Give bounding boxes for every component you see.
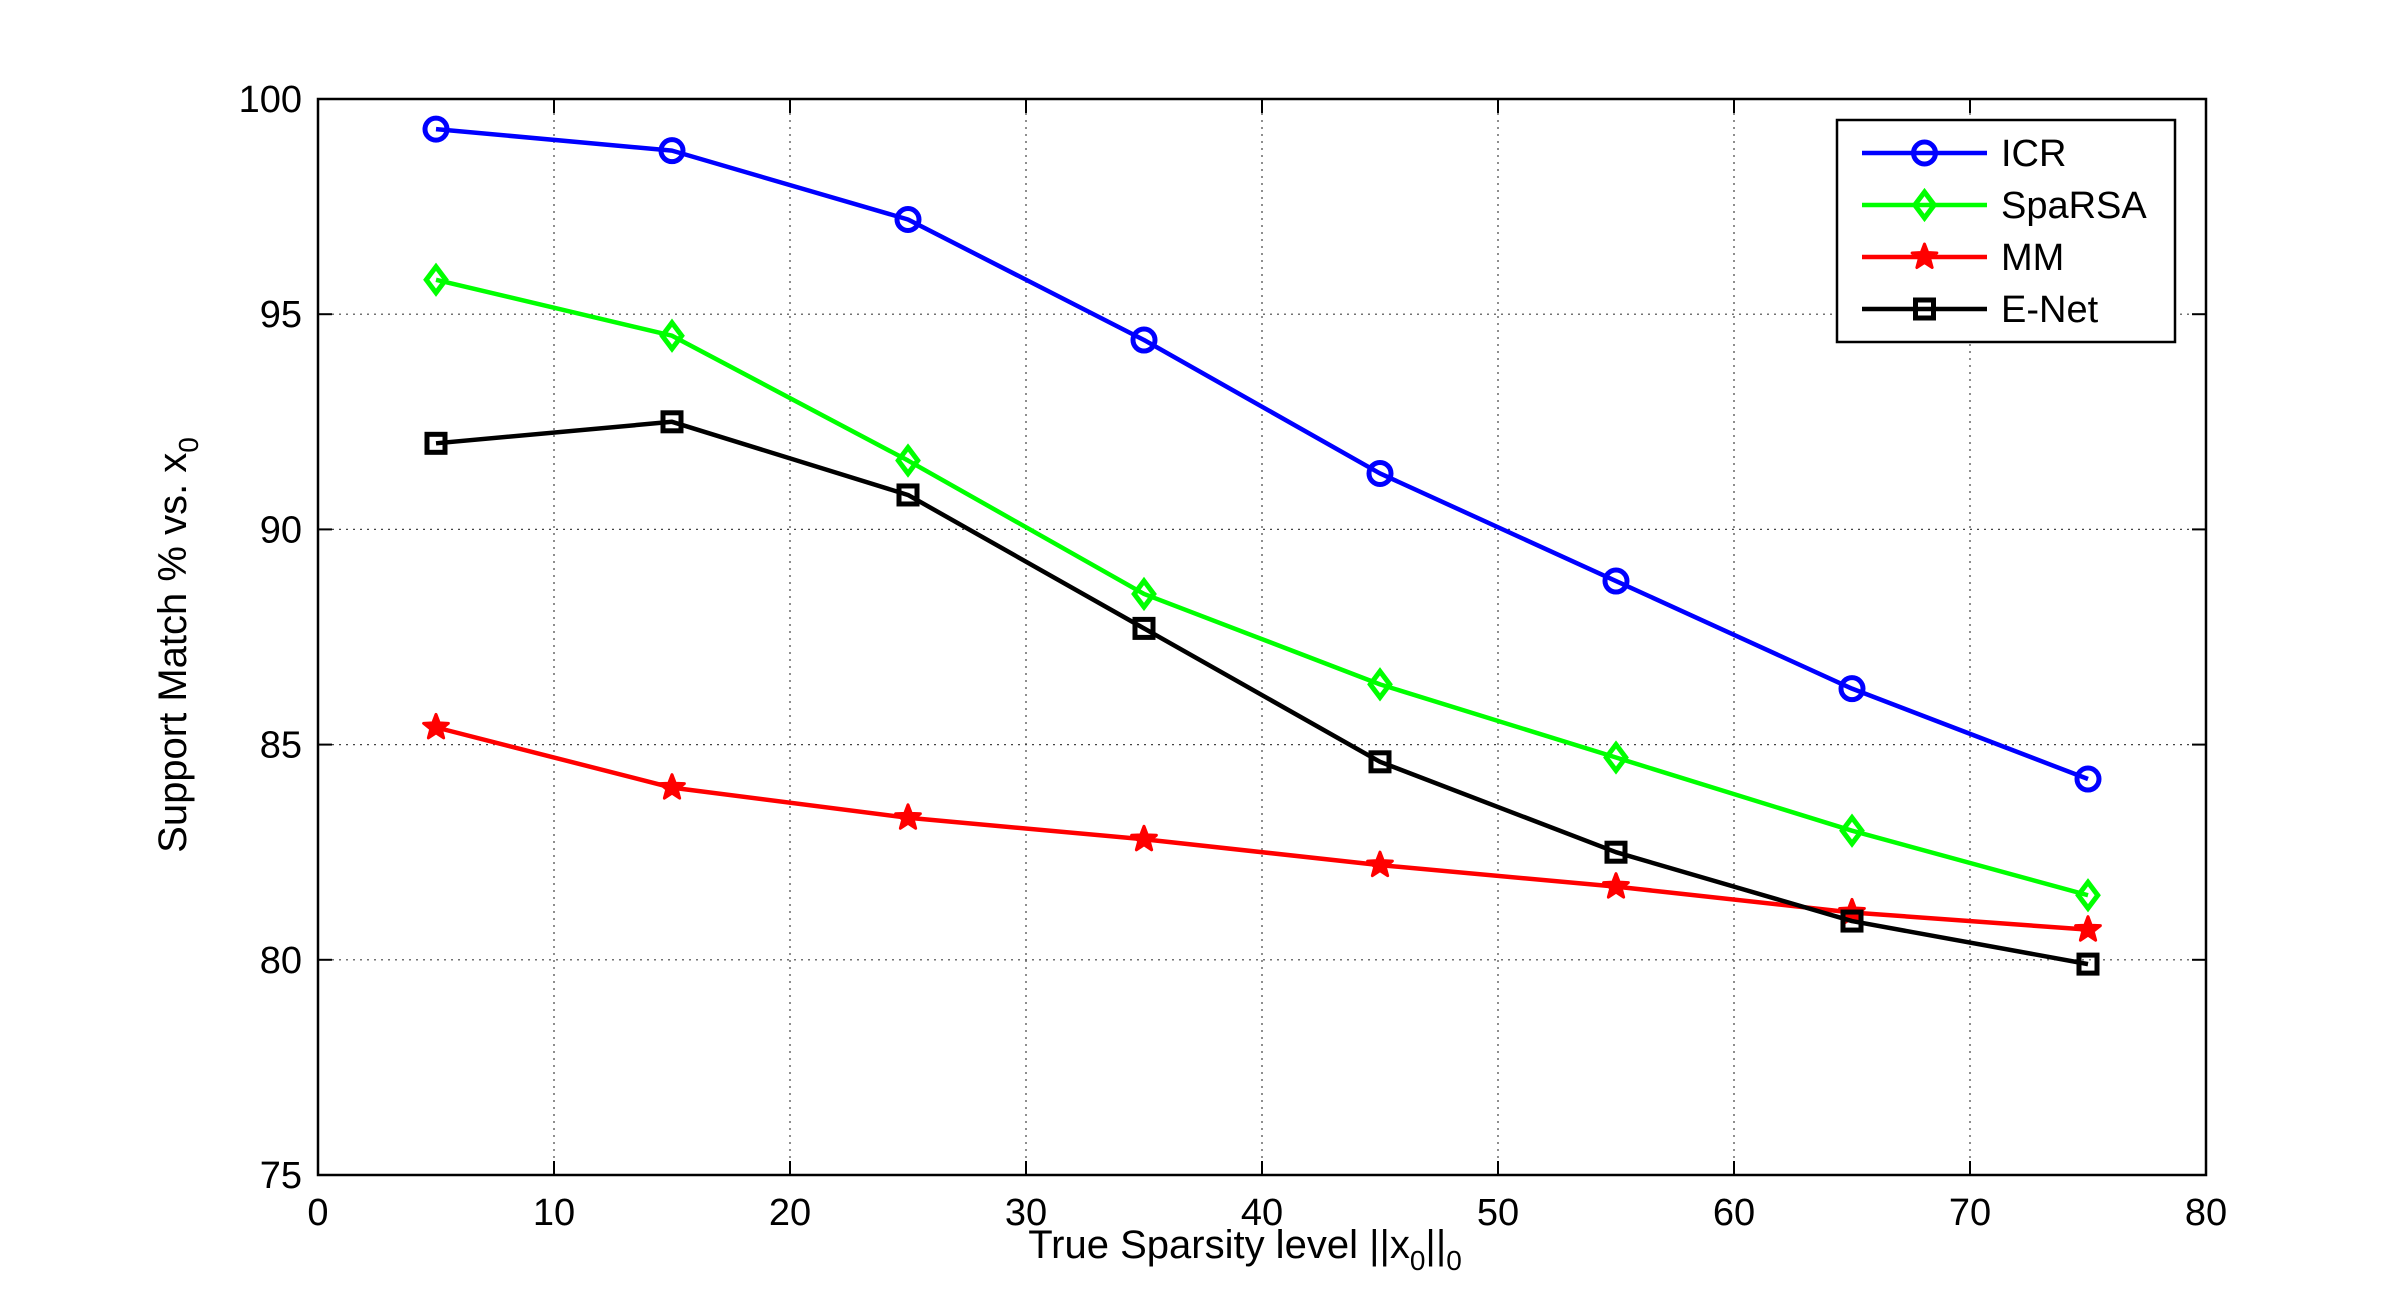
x-tick-label: 0 — [307, 1192, 328, 1234]
x-tick-label: 50 — [1477, 1192, 1519, 1234]
legend-label-sparsa: SpaRSA — [2001, 185, 2147, 227]
y-tick-label: 80 — [260, 940, 302, 982]
data-point-icr — [1602, 567, 1630, 595]
data-point-sparsa — [1367, 667, 1393, 702]
legend-item-sparsa: SpaRSA — [1862, 185, 2147, 227]
y-tick-label: 100 — [239, 79, 302, 121]
data-point-mm — [658, 773, 686, 800]
legend-marker-sparsa — [1911, 187, 1938, 223]
legend: ICR SpaRSA MM E-Net — [1835, 118, 2177, 344]
x-tick-label: 70 — [1949, 1192, 1991, 1234]
legend-item-mm: MM — [1862, 237, 2064, 279]
legend-marker-mm — [1910, 242, 1939, 270]
data-point-mm — [1130, 824, 1158, 852]
y-tick-label: 95 — [260, 294, 302, 336]
data-point-icr — [658, 137, 686, 165]
data-point-icr — [894, 206, 922, 234]
data-point-mm — [2074, 915, 2102, 942]
data-point-e-net — [896, 483, 920, 507]
legend-item-icr: ICR — [1862, 133, 2066, 175]
x-axis-title-sub2: 0 — [1446, 1245, 1462, 1276]
data-point-icr — [2074, 765, 2102, 793]
grid-lines — [318, 99, 2206, 1175]
legend-item-e-net: E-Net — [1862, 289, 2099, 331]
data-point-mm — [1366, 850, 1394, 878]
data-point-e-net — [2076, 952, 2100, 976]
series-sparsa — [423, 262, 2101, 913]
x-tick-label: 80 — [2185, 1192, 2227, 1234]
data-point-mm — [894, 803, 922, 830]
legend-label-icr: ICR — [2001, 133, 2066, 175]
data-point-sparsa — [423, 262, 449, 297]
x-axis-title-sub1: 0 — [1410, 1245, 1426, 1276]
x-axis-ticks: 0 10 20 30 40 50 60 70 80 — [307, 99, 2227, 1234]
data-point-sparsa — [1839, 813, 1865, 848]
data-point-e-net — [1368, 750, 1392, 774]
legend-label-e-net: E-Net — [2001, 289, 2099, 331]
legend-label-mm: MM — [2001, 237, 2064, 279]
series-icr — [422, 115, 2102, 793]
x-tick-label: 60 — [1713, 1192, 1755, 1234]
data-point-e-net — [1132, 616, 1156, 640]
y-axis-title-prefix: Support Match % vs. x — [151, 453, 195, 853]
series-e-net — [424, 410, 2100, 976]
x-tick-label: 10 — [533, 1192, 575, 1234]
legend-marker-e-net — [1913, 297, 1936, 321]
data-point-e-net — [1604, 840, 1628, 864]
data-point-e-net — [424, 431, 448, 455]
data-point-e-net — [660, 410, 684, 434]
y-tick-label: 85 — [260, 725, 302, 767]
y-tick-label: 90 — [260, 509, 302, 551]
x-tick-label: 30 — [1005, 1192, 1047, 1234]
x-tick-label: 20 — [769, 1192, 811, 1234]
legend-marker-icr — [1911, 139, 1938, 167]
series-group — [422, 115, 2102, 976]
x-axis-title-middle: || — [1425, 1223, 1446, 1267]
series-line-e-net — [435, 419, 2089, 967]
data-point-e-net — [1840, 909, 1864, 933]
data-point-mm — [422, 712, 450, 740]
x-tick-label: 40 — [1241, 1192, 1283, 1234]
y-axis-title: Support Match % vs. x0 — [151, 437, 204, 853]
data-point-mm — [1602, 872, 1630, 899]
data-point-sparsa — [659, 318, 685, 353]
y-axis-ticks: 75 80 85 90 95 100 — [239, 79, 2206, 1197]
data-point-icr — [422, 115, 450, 143]
series-line-sparsa — [435, 277, 2089, 898]
data-point-icr — [1366, 459, 1394, 487]
data-point-sparsa — [895, 443, 921, 478]
data-point-sparsa — [1603, 740, 1629, 775]
y-axis-title-sub: 0 — [173, 437, 204, 453]
x-axis-title-prefix: True Sparsity level ||x — [1028, 1223, 1410, 1267]
legend-box — [1835, 118, 2177, 344]
data-point-sparsa — [2075, 878, 2101, 913]
series-line-icr — [435, 126, 2089, 782]
data-point-icr — [1838, 675, 1866, 703]
data-point-sparsa — [1131, 576, 1157, 612]
x-axis-title: True Sparsity level ||x0||0 — [1028, 1223, 1462, 1276]
y-tick-label: 75 — [260, 1155, 302, 1197]
legend-entries: ICR SpaRSA MM E-Net — [1862, 133, 2147, 331]
data-point-icr — [1130, 326, 1158, 354]
